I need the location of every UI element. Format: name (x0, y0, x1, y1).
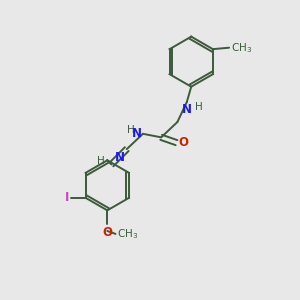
Text: I: I (65, 191, 69, 204)
Text: H: H (127, 125, 135, 135)
Text: H: H (195, 102, 203, 112)
Text: N: N (131, 127, 142, 140)
Text: CH$_3$: CH$_3$ (117, 227, 138, 241)
Text: H: H (97, 157, 105, 166)
Text: O: O (178, 136, 188, 149)
Text: O: O (102, 226, 112, 239)
Text: CH$_3$: CH$_3$ (231, 41, 252, 55)
Text: N: N (182, 103, 192, 116)
Text: N: N (115, 151, 125, 164)
